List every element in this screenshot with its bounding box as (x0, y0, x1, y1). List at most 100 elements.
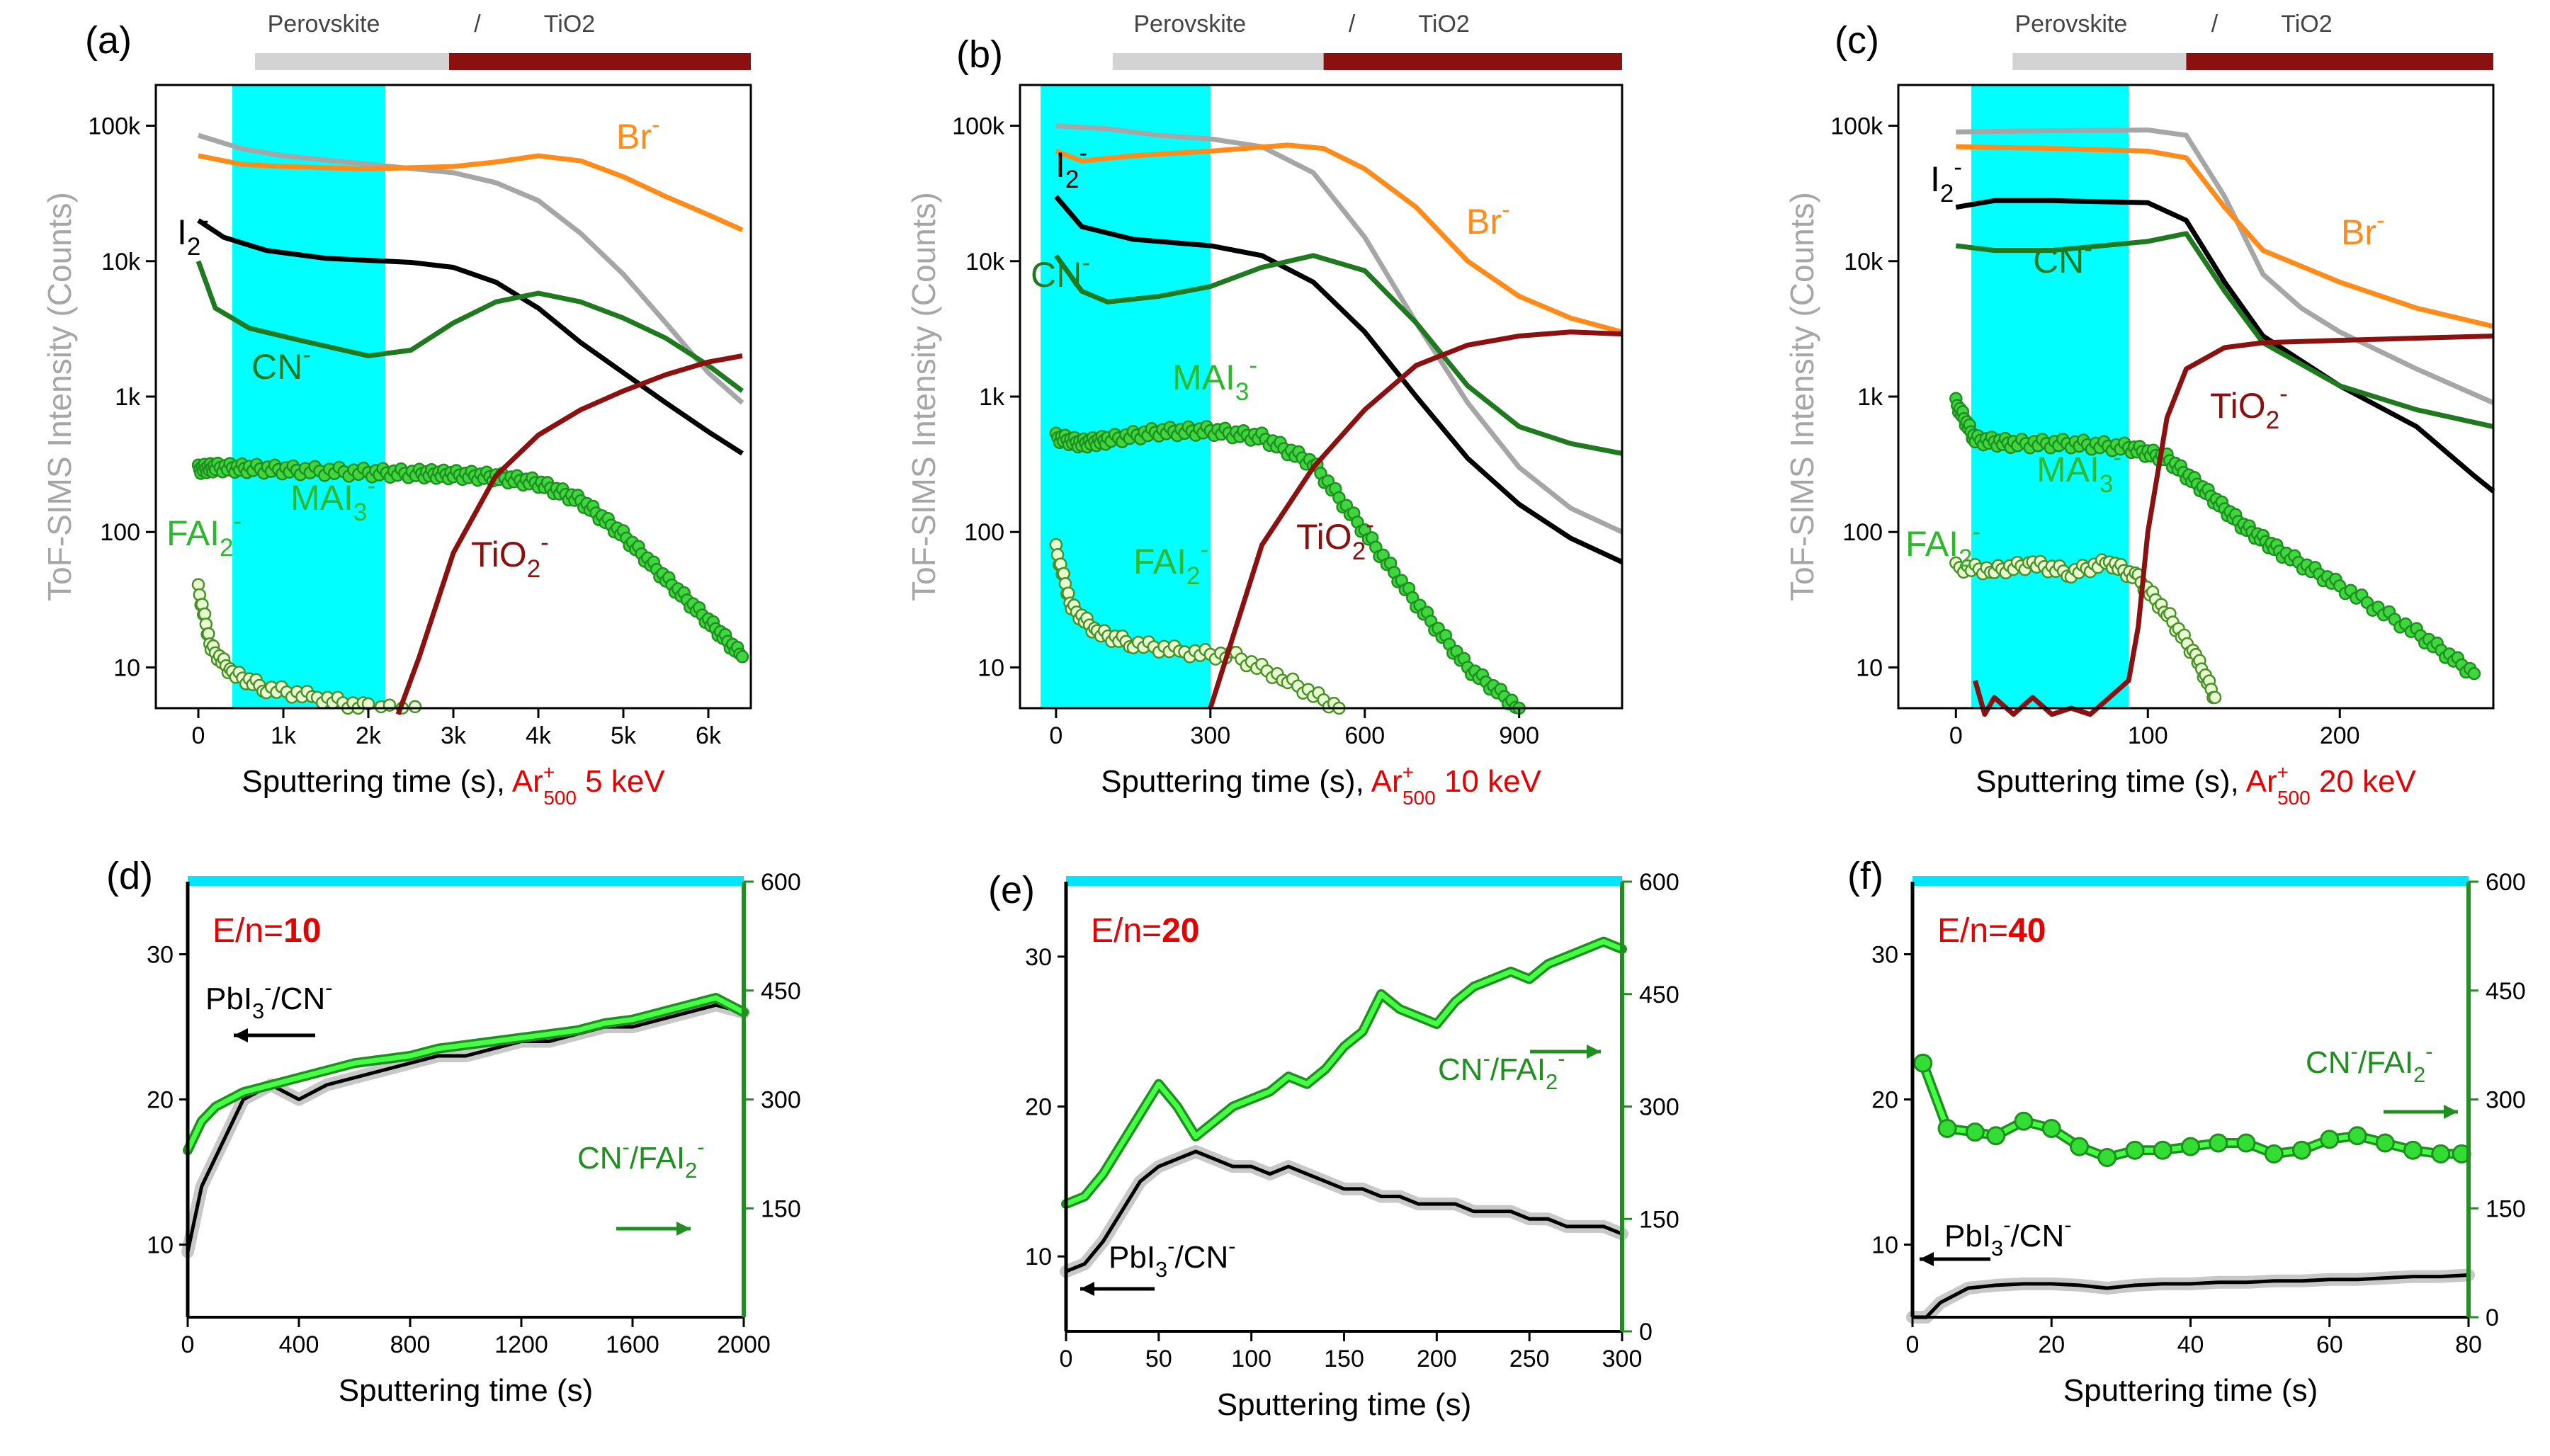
x-tick-label: 2k (356, 722, 382, 749)
series-mai3--marker (2467, 666, 2481, 681)
label-series-fai2--part: FAI (1905, 524, 1959, 564)
y2-tick-label: 0 (1639, 1319, 1653, 1346)
y-tick-label: 1k (979, 384, 1005, 411)
x-tick-label: 5k (611, 722, 637, 749)
x-axis-label: Sputtering time (s), Ar+ 500 20 keV (1976, 761, 2416, 809)
layer-label-tio2: TiO2 (1418, 11, 1469, 38)
label-series-cn-fai2--part: CN (2306, 1045, 2351, 1080)
y2-tick-label: 150 (2486, 1195, 2526, 1222)
en-prefix: E/n= (1091, 912, 1162, 950)
y-tick-label: 20 (1025, 1094, 1052, 1121)
x-tick-label: 40 (2177, 1331, 2204, 1358)
beam-charge: + (1402, 761, 1414, 783)
panel-label: (a) (85, 19, 132, 62)
y-tick-label: 10k (1844, 249, 1883, 275)
label-series-i2--part: - (200, 207, 209, 234)
label-series-i2--part: I (177, 212, 187, 252)
label-series-br--part: - (1502, 196, 1510, 224)
label-series-tio2-: TiO2- (2210, 380, 2288, 435)
label-series-pbi3-cn--part: PbI (205, 982, 252, 1016)
x-axis-label: Sputtering time (s) (1217, 1387, 1471, 1422)
label-series-br--part: - (2376, 207, 2385, 234)
label-series-i2--part: I (1055, 145, 1065, 185)
label-series-i2--part: - (1954, 154, 1962, 181)
beam-charge: + (543, 761, 555, 783)
series-cn-fai2- (185, 995, 745, 1151)
label-series-fai2--part: FAI (166, 513, 220, 553)
x-tick-label: 100 (2128, 722, 2168, 749)
label-series-pbi3-cn--part: /CN (271, 982, 325, 1016)
x-tick-label: 400 (279, 1331, 319, 1358)
label-series-cn-fai2-: CN-/FAI2- (577, 1134, 704, 1183)
label-series-cn-fai2--part: - (2425, 1039, 2432, 1064)
layer-separator: / (1349, 11, 1356, 38)
x-tick-label: 150 (1324, 1346, 1364, 1372)
series-cn-fai2--marker (2320, 1130, 2340, 1149)
cyan-top-bar (188, 876, 744, 886)
beam-energy: 10 keV (1436, 764, 1542, 799)
y2-tick-label: 150 (1639, 1206, 1679, 1233)
label-series-cn-fai2--part: 2 (685, 1158, 697, 1183)
y2-tick-label: 450 (1639, 982, 1679, 1008)
label-series-fai2--part: 2 (1959, 545, 1972, 572)
label-series-pbi3-cn--part: PbI (1944, 1219, 1991, 1253)
label-series-cn-fai2-: CN-/FAI2- (2306, 1039, 2432, 1087)
label-series-fai2--part: 2 (1186, 562, 1200, 590)
label-series-fai2-: FAI2- (1905, 518, 1980, 573)
panel-label: (c) (1835, 19, 1879, 62)
label-series-i2--part: I (1930, 159, 1940, 199)
perovskite-highlight-band (1971, 85, 2129, 708)
series-cn-fai2--marker (1913, 1053, 1933, 1073)
label-series-br-: Br- (1466, 196, 1510, 242)
beam-cluster-size: 500 (543, 787, 577, 809)
series-br- (1956, 144, 2494, 329)
label-series-mai3--part: 3 (1235, 378, 1249, 406)
x-tick-label: 0 (1060, 1346, 1073, 1372)
series-pbi3-cn--halo (1906, 1268, 2475, 1324)
y-tick-label: 30 (147, 942, 174, 969)
label-series-tio2--part: 2 (527, 555, 540, 583)
x-tick-label: 0 (1049, 722, 1062, 749)
label-series-br--part: - (652, 111, 660, 139)
label-series-cn-fai2--part: /FAI (630, 1141, 685, 1176)
x-tick-label: 200 (2320, 722, 2360, 749)
series-fai2--marker (2208, 690, 2222, 705)
label-series-pbi3-cn--part: - (1228, 1234, 1235, 1258)
beam-cluster-size: 500 (2277, 787, 2311, 809)
label-series-fai2-: FAI2- (1133, 536, 1208, 591)
y2-tick-label: 300 (761, 1087, 801, 1114)
series-cn-fai2--marker (2292, 1140, 2311, 1160)
label-series-i2--part: 2 (1940, 180, 1954, 207)
label-series-pbi3-cn--part: PbI (1109, 1240, 1155, 1275)
series-cn-fai2--marker (2209, 1133, 2228, 1153)
y2-tick-label: 300 (2486, 1087, 2526, 1114)
x-tick-label: 4k (526, 722, 552, 749)
series-cn-fai2--marker (2153, 1140, 2172, 1160)
y2-tick-label: 450 (2486, 978, 2526, 1005)
beam-energy: 5 keV (577, 764, 665, 799)
y-tick-label: 10 (1856, 654, 1883, 681)
label-series-cn-: CN- (1031, 249, 1090, 295)
label-series-pbi3-cn--part: 3 (252, 999, 264, 1023)
x-axis-label: Sputtering time (s), Ar+ 500 5 keV (242, 761, 665, 809)
y-tick-label: 10 (147, 1232, 174, 1259)
series-mai3--marker (735, 650, 749, 664)
x-tick-label: 600 (1344, 722, 1385, 749)
y-tick-label: 10 (978, 654, 1004, 681)
y2-tick-label: 0 (2486, 1304, 2499, 1331)
y-tick-label: 20 (1871, 1087, 1898, 1114)
label-series-mai3-: MAI3- (290, 472, 375, 527)
beam-energy: 20 keV (2311, 764, 2417, 799)
y2-tick-label: 300 (1639, 1094, 1679, 1121)
x-tick-label: 0 (1906, 1331, 1920, 1358)
series-cn-fai2--marker (2236, 1133, 2256, 1153)
panel-label: (f) (1847, 855, 1883, 897)
label-series-mai3-: MAI3- (2036, 444, 2121, 499)
beam-label: Ar (512, 764, 543, 799)
label-series-br-: Br- (616, 111, 660, 157)
x-tick-label: 0 (1949, 722, 1963, 749)
label-series-cn-fai2--part: /FAI (1490, 1052, 1546, 1087)
y-tick-label: 10 (113, 654, 140, 681)
label-series-mai3--part: 3 (2100, 470, 2113, 498)
label-series-pbi3-cn--part: - (325, 975, 332, 1000)
